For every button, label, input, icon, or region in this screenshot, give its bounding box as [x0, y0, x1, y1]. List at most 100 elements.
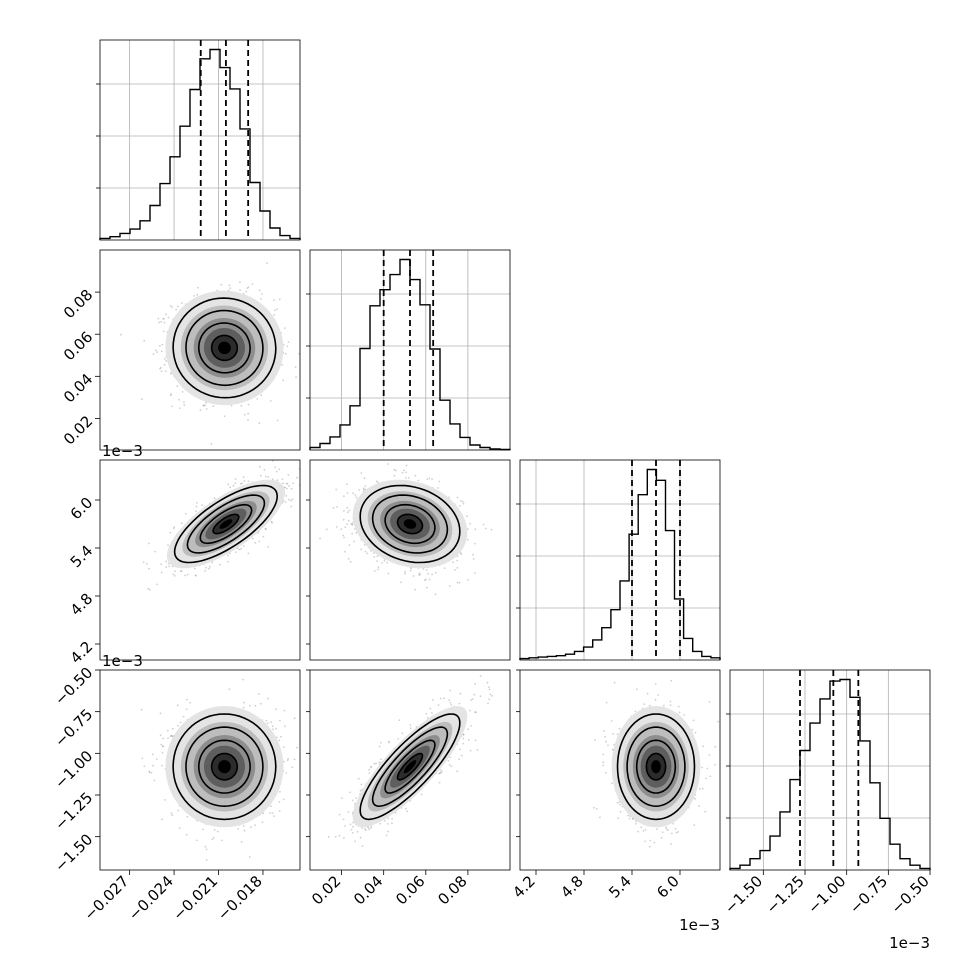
sample-point — [283, 327, 286, 329]
sample-point — [173, 526, 176, 528]
sample-point — [227, 483, 230, 486]
sample-point — [160, 563, 163, 566]
sample-point — [400, 581, 402, 584]
sample-point — [167, 316, 170, 319]
sample-point — [205, 408, 208, 410]
sample-point — [205, 401, 208, 404]
sample-point — [354, 494, 357, 496]
sample-point — [290, 499, 292, 502]
sample-point — [282, 482, 285, 484]
sample-point — [403, 469, 405, 472]
sample-point — [372, 552, 375, 554]
sample-point — [275, 708, 277, 711]
sample-point — [272, 728, 274, 731]
sample-point — [472, 558, 475, 560]
sample-point — [210, 442, 213, 445]
sample-point — [271, 478, 274, 481]
sample-point — [147, 542, 150, 545]
sample-point — [285, 487, 288, 490]
sample-point — [349, 560, 352, 563]
sample-point — [387, 572, 390, 575]
sample-point — [266, 262, 268, 264]
sample-point — [346, 483, 348, 486]
sample-point — [401, 471, 404, 474]
sample-point — [431, 573, 433, 576]
sample-point — [459, 552, 462, 554]
sample-point — [419, 573, 421, 576]
sample-point — [153, 779, 156, 782]
sample-point — [234, 478, 237, 480]
sample-point — [178, 827, 181, 830]
sample-point — [276, 419, 279, 422]
sample-point — [119, 333, 122, 336]
sample-point — [173, 574, 176, 577]
sample-point — [167, 737, 170, 739]
sample-point — [264, 527, 267, 530]
sample-point — [232, 484, 235, 487]
sample-point — [234, 551, 237, 553]
sample-point — [377, 566, 380, 569]
sample-point — [448, 585, 451, 587]
sample-point — [458, 581, 461, 584]
sample-point — [466, 538, 469, 541]
sample-point — [274, 466, 277, 469]
sample-point — [165, 560, 168, 563]
sample-point — [360, 548, 363, 551]
sample-point — [175, 308, 178, 311]
sample-point — [267, 476, 269, 478]
sample-point — [342, 518, 345, 521]
sample-point — [171, 306, 173, 308]
sample-point — [221, 839, 223, 842]
sample-point — [229, 287, 232, 289]
sample-point — [161, 745, 164, 748]
sample-point — [405, 471, 407, 474]
sample-point — [418, 573, 420, 576]
sample-point — [276, 308, 278, 311]
sample-point — [249, 704, 251, 707]
sample-point — [247, 286, 250, 289]
sample-point — [160, 350, 163, 353]
sample-point — [276, 479, 279, 481]
sample-point — [482, 523, 485, 526]
sample-point — [229, 486, 232, 489]
sample-point — [258, 422, 261, 425]
sample-point — [405, 464, 408, 467]
sample-point — [284, 486, 286, 489]
sample-point — [377, 568, 379, 571]
sample-point — [294, 366, 297, 368]
sample-point — [286, 482, 289, 485]
sample-point — [159, 345, 161, 347]
contour-line — [384, 503, 436, 545]
sample-point — [262, 535, 265, 538]
sample-point — [278, 468, 281, 471]
sample-point — [238, 548, 241, 551]
sample-point — [181, 391, 184, 393]
sample-point — [260, 394, 263, 397]
sample-point — [178, 398, 181, 401]
sample-point — [181, 302, 183, 304]
sample-point — [170, 372, 172, 375]
sample-point — [170, 812, 173, 815]
sample-point — [427, 572, 430, 575]
sample-point — [256, 398, 259, 400]
sample-point — [362, 487, 365, 490]
sample-point — [160, 370, 163, 373]
sample-point — [414, 474, 417, 477]
sample-point — [247, 552, 250, 555]
sample-point — [437, 487, 440, 489]
sample-point — [278, 298, 281, 301]
sample-point — [285, 482, 288, 485]
sample-point — [412, 575, 415, 577]
density-fill — [218, 341, 231, 355]
sample-point — [423, 579, 426, 582]
sample-point — [286, 759, 289, 762]
sample-point — [184, 451, 186, 453]
contour-line — [173, 484, 279, 564]
sample-point — [234, 482, 237, 485]
sample-point — [301, 315, 303, 317]
sample-point — [301, 352, 303, 354]
sample-point — [271, 521, 273, 524]
sample-point — [438, 480, 441, 483]
sample-point — [469, 522, 471, 525]
density-fill — [219, 519, 233, 529]
